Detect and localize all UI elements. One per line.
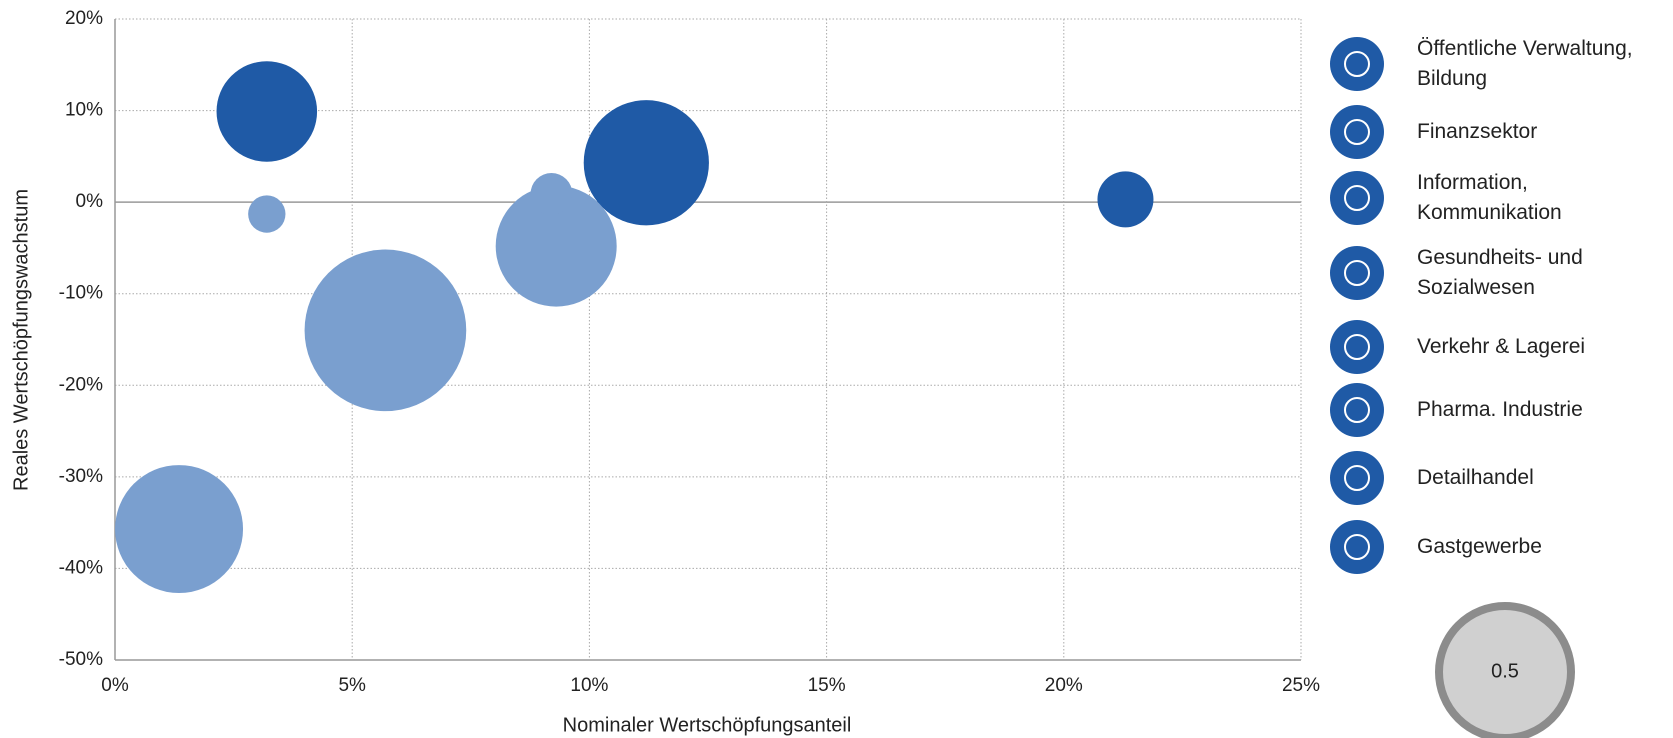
bubble [583, 100, 709, 226]
legend-icon-inner [1344, 185, 1370, 211]
y-tick-label: 20% [65, 8, 103, 29]
legend-label: Öffentliche Verwaltung, Bildung [1417, 37, 1633, 90]
bubble [304, 249, 467, 412]
legend-icon-inner [1344, 260, 1370, 286]
size-legend-bubble [1435, 602, 1575, 738]
legend-icon-inner [1344, 51, 1370, 77]
x-tick-label: 25% [1282, 675, 1320, 696]
legend-label: Detailhandel [1417, 466, 1534, 489]
legend-icon [1330, 520, 1384, 574]
y-tick-label: -50% [59, 649, 103, 670]
legend-label: Verkehr & Lagerei [1417, 335, 1586, 358]
legend-label: Pharma. Industrie [1417, 398, 1583, 421]
y-tick-label: 0% [76, 191, 104, 212]
legend-icon-inner [1344, 397, 1370, 423]
x-tick-label: 20% [1045, 675, 1083, 696]
x-axis-title: Nominaler Wertschöpfungsanteil [563, 714, 852, 736]
x-tick-label: 0% [101, 675, 129, 696]
bubble [248, 195, 286, 233]
bubble [495, 185, 617, 307]
legend-label: Gesundheits- und Sozialwesen [1417, 246, 1583, 299]
bubble [530, 173, 573, 215]
legend-icon-inner [1344, 465, 1370, 491]
y-tick-label: -20% [59, 374, 103, 395]
legend-icon [1330, 383, 1384, 437]
legend-label: Information, Kommunikation [1417, 171, 1562, 224]
x-tick-label: 10% [570, 675, 608, 696]
legend-icon [1330, 171, 1384, 225]
x-tick-label: 5% [338, 675, 366, 696]
x-tick-label: 15% [808, 675, 846, 696]
legend-icon [1330, 105, 1384, 159]
legend-icon [1330, 246, 1384, 300]
y-tick-label: -40% [59, 557, 103, 578]
legend-icon [1330, 37, 1384, 91]
bubble [1097, 171, 1154, 228]
legend-icon-inner [1344, 119, 1370, 145]
bubble [216, 61, 318, 162]
legend-icon-inner [1344, 334, 1370, 360]
legend-label: Gastgewerbe [1417, 535, 1542, 558]
legend-icon-inner [1344, 534, 1370, 560]
bubble [115, 465, 244, 594]
y-tick-label: -30% [59, 466, 103, 487]
y-tick-label: 10% [65, 100, 103, 121]
legend-icon [1330, 451, 1384, 505]
y-axis-title: Reales Wertschöpfungswachstum [10, 189, 32, 491]
legend-icon [1330, 320, 1384, 374]
legend-label: Finanzsektor [1417, 120, 1538, 143]
size-legend-label: 0.5 [1491, 660, 1519, 682]
y-tick-label: -10% [59, 283, 103, 304]
